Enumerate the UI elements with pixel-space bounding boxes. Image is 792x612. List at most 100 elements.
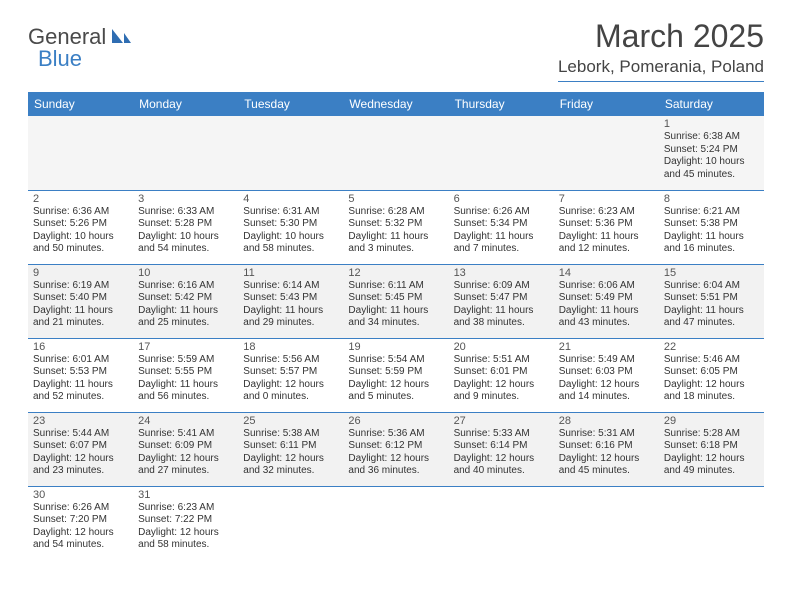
- col-header-monday: Monday: [133, 92, 238, 116]
- day-info: Sunrise: 6:06 AMSunset: 5:49 PMDaylight:…: [559, 280, 654, 330]
- table-row: 2Sunrise: 6:36 AMSunset: 5:26 PMDaylight…: [28, 190, 764, 264]
- calendar-header-row: SundayMondayTuesdayWednesdayThursdayFrid…: [28, 92, 764, 116]
- empty-cell: [238, 116, 343, 190]
- day-info: Sunrise: 6:31 AMSunset: 5:30 PMDaylight:…: [243, 206, 338, 256]
- day-info: Sunrise: 5:51 AMSunset: 6:01 PMDaylight:…: [454, 354, 549, 404]
- day-info: Sunrise: 5:33 AMSunset: 6:14 PMDaylight:…: [454, 428, 549, 478]
- day-number: 19: [348, 341, 443, 353]
- day-number: 7: [559, 193, 654, 205]
- title-block: March 2025 Lebork, Pomerania, Poland: [558, 18, 764, 82]
- logo-word2: Blue: [38, 46, 82, 72]
- day-number: 25: [243, 415, 338, 427]
- day-number: 21: [559, 341, 654, 353]
- table-row: 23Sunrise: 5:44 AMSunset: 6:07 PMDayligh…: [28, 412, 764, 486]
- day-info: Sunrise: 6:33 AMSunset: 5:28 PMDaylight:…: [138, 206, 233, 256]
- day-cell: 6Sunrise: 6:26 AMSunset: 5:34 PMDaylight…: [449, 190, 554, 264]
- empty-cell: [449, 486, 554, 560]
- empty-cell: [659, 486, 764, 560]
- day-cell: 19Sunrise: 5:54 AMSunset: 5:59 PMDayligh…: [343, 338, 448, 412]
- day-number: 29: [664, 415, 759, 427]
- day-cell: 30Sunrise: 6:26 AMSunset: 7:20 PMDayligh…: [28, 486, 133, 560]
- day-info: Sunrise: 5:36 AMSunset: 6:12 PMDaylight:…: [348, 428, 443, 478]
- day-info: Sunrise: 6:14 AMSunset: 5:43 PMDaylight:…: [243, 280, 338, 330]
- day-cell: 4Sunrise: 6:31 AMSunset: 5:30 PMDaylight…: [238, 190, 343, 264]
- day-number: 6: [454, 193, 549, 205]
- day-cell: 17Sunrise: 5:59 AMSunset: 5:55 PMDayligh…: [133, 338, 238, 412]
- col-header-tuesday: Tuesday: [238, 92, 343, 116]
- table-row: 30Sunrise: 6:26 AMSunset: 7:20 PMDayligh…: [28, 486, 764, 560]
- day-number: 12: [348, 267, 443, 279]
- day-cell: 20Sunrise: 5:51 AMSunset: 6:01 PMDayligh…: [449, 338, 554, 412]
- page-title: March 2025: [558, 18, 764, 55]
- day-info: Sunrise: 6:26 AMSunset: 7:20 PMDaylight:…: [33, 502, 128, 552]
- day-info: Sunrise: 6:23 AMSunset: 5:36 PMDaylight:…: [559, 206, 654, 256]
- empty-cell: [28, 116, 133, 190]
- empty-cell: [343, 116, 448, 190]
- day-info: Sunrise: 5:56 AMSunset: 5:57 PMDaylight:…: [243, 354, 338, 404]
- day-cell: 5Sunrise: 6:28 AMSunset: 5:32 PMDaylight…: [343, 190, 448, 264]
- day-cell: 9Sunrise: 6:19 AMSunset: 5:40 PMDaylight…: [28, 264, 133, 338]
- day-info: Sunrise: 5:54 AMSunset: 5:59 PMDaylight:…: [348, 354, 443, 404]
- day-info: Sunrise: 6:09 AMSunset: 5:47 PMDaylight:…: [454, 280, 549, 330]
- day-info: Sunrise: 6:04 AMSunset: 5:51 PMDaylight:…: [664, 280, 759, 330]
- day-number: 27: [454, 415, 549, 427]
- day-info: Sunrise: 5:49 AMSunset: 6:03 PMDaylight:…: [559, 354, 654, 404]
- day-cell: 29Sunrise: 5:28 AMSunset: 6:18 PMDayligh…: [659, 412, 764, 486]
- empty-cell: [554, 486, 659, 560]
- day-info: Sunrise: 5:31 AMSunset: 6:16 PMDaylight:…: [559, 428, 654, 478]
- day-cell: 22Sunrise: 5:46 AMSunset: 6:05 PMDayligh…: [659, 338, 764, 412]
- day-number: 18: [243, 341, 338, 353]
- day-cell: 3Sunrise: 6:33 AMSunset: 5:28 PMDaylight…: [133, 190, 238, 264]
- day-info: Sunrise: 6:23 AMSunset: 7:22 PMDaylight:…: [138, 502, 233, 552]
- col-header-wednesday: Wednesday: [343, 92, 448, 116]
- header: General March 2025 Lebork, Pomerania, Po…: [28, 18, 764, 82]
- day-number: 1: [664, 118, 759, 130]
- day-info: Sunrise: 6:38 AMSunset: 5:24 PMDaylight:…: [664, 131, 759, 181]
- day-number: 16: [33, 341, 128, 353]
- day-info: Sunrise: 5:59 AMSunset: 5:55 PMDaylight:…: [138, 354, 233, 404]
- day-number: 11: [243, 267, 338, 279]
- day-number: 26: [348, 415, 443, 427]
- empty-cell: [238, 486, 343, 560]
- day-info: Sunrise: 6:19 AMSunset: 5:40 PMDaylight:…: [33, 280, 128, 330]
- day-cell: 8Sunrise: 6:21 AMSunset: 5:38 PMDaylight…: [659, 190, 764, 264]
- day-number: 5: [348, 193, 443, 205]
- day-info: Sunrise: 5:44 AMSunset: 6:07 PMDaylight:…: [33, 428, 128, 478]
- day-info: Sunrise: 5:38 AMSunset: 6:11 PMDaylight:…: [243, 428, 338, 478]
- day-info: Sunrise: 6:36 AMSunset: 5:26 PMDaylight:…: [33, 206, 128, 256]
- day-number: 22: [664, 341, 759, 353]
- day-info: Sunrise: 5:41 AMSunset: 6:09 PMDaylight:…: [138, 428, 233, 478]
- day-info: Sunrise: 6:28 AMSunset: 5:32 PMDaylight:…: [348, 206, 443, 256]
- calendar-table: SundayMondayTuesdayWednesdayThursdayFrid…: [28, 92, 764, 560]
- day-cell: 7Sunrise: 6:23 AMSunset: 5:36 PMDaylight…: [554, 190, 659, 264]
- logo-sail-icon: [106, 24, 132, 50]
- day-number: 28: [559, 415, 654, 427]
- day-info: Sunrise: 6:21 AMSunset: 5:38 PMDaylight:…: [664, 206, 759, 256]
- day-info: Sunrise: 5:46 AMSunset: 6:05 PMDaylight:…: [664, 354, 759, 404]
- day-number: 14: [559, 267, 654, 279]
- day-cell: 24Sunrise: 5:41 AMSunset: 6:09 PMDayligh…: [133, 412, 238, 486]
- day-number: 4: [243, 193, 338, 205]
- day-cell: 18Sunrise: 5:56 AMSunset: 5:57 PMDayligh…: [238, 338, 343, 412]
- day-cell: 15Sunrise: 6:04 AMSunset: 5:51 PMDayligh…: [659, 264, 764, 338]
- empty-cell: [554, 116, 659, 190]
- col-header-saturday: Saturday: [659, 92, 764, 116]
- day-cell: 12Sunrise: 6:11 AMSunset: 5:45 PMDayligh…: [343, 264, 448, 338]
- day-number: 13: [454, 267, 549, 279]
- day-info: Sunrise: 6:11 AMSunset: 5:45 PMDaylight:…: [348, 280, 443, 330]
- day-number: 20: [454, 341, 549, 353]
- empty-cell: [449, 116, 554, 190]
- day-cell: 16Sunrise: 6:01 AMSunset: 5:53 PMDayligh…: [28, 338, 133, 412]
- empty-cell: [343, 486, 448, 560]
- day-cell: 13Sunrise: 6:09 AMSunset: 5:47 PMDayligh…: [449, 264, 554, 338]
- day-number: 30: [33, 489, 128, 501]
- day-info: Sunrise: 6:26 AMSunset: 5:34 PMDaylight:…: [454, 206, 549, 256]
- day-number: 10: [138, 267, 233, 279]
- day-cell: 11Sunrise: 6:14 AMSunset: 5:43 PMDayligh…: [238, 264, 343, 338]
- day-cell: 26Sunrise: 5:36 AMSunset: 6:12 PMDayligh…: [343, 412, 448, 486]
- day-number: 15: [664, 267, 759, 279]
- day-info: Sunrise: 6:01 AMSunset: 5:53 PMDaylight:…: [33, 354, 128, 404]
- day-cell: 27Sunrise: 5:33 AMSunset: 6:14 PMDayligh…: [449, 412, 554, 486]
- day-number: 2: [33, 193, 128, 205]
- day-number: 24: [138, 415, 233, 427]
